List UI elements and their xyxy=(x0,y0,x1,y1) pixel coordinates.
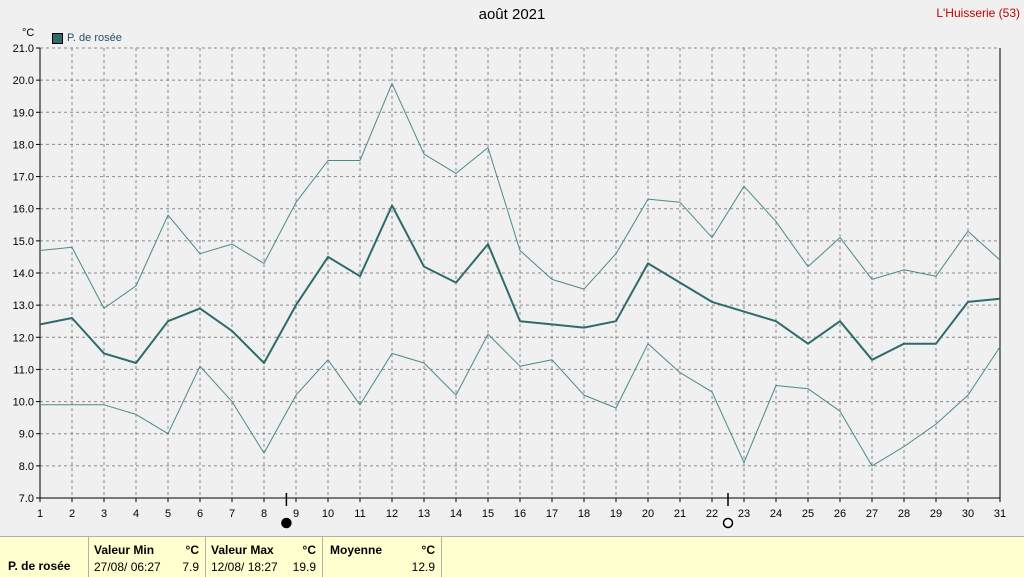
x-tick-label: 17 xyxy=(546,508,558,520)
stats-min-unit: °C xyxy=(185,543,199,557)
x-tick-label: 1 xyxy=(37,508,43,520)
x-tick-label: 3 xyxy=(101,508,107,520)
y-tick-label: 15.0 xyxy=(13,236,34,248)
y-tick-label: 7.0 xyxy=(19,493,34,505)
y-tick-label: 17.0 xyxy=(13,172,34,184)
x-tick-label: 29 xyxy=(930,508,942,520)
stats-footer: P. de rosée Valeur Min °C 27/08/ 06:27 7… xyxy=(0,536,1024,577)
y-tick-label: 19.0 xyxy=(13,107,34,119)
x-tick-label: 20 xyxy=(642,508,654,520)
stats-series-name: P. de rosée xyxy=(8,559,71,573)
series-line-max xyxy=(39,82,1001,309)
x-tick-label: 26 xyxy=(834,508,846,520)
x-tick-label: 6 xyxy=(197,508,203,520)
series-line-min xyxy=(40,333,1001,467)
y-tick-label: 12.0 xyxy=(13,332,34,344)
x-tick-label: 13 xyxy=(418,508,430,520)
x-tick-label: 31 xyxy=(994,508,1006,520)
x-tick-label: 10 xyxy=(322,508,334,520)
moon-full-icon xyxy=(722,517,734,529)
y-axis-label: °C xyxy=(22,27,34,39)
stats-avg-header: Moyenne xyxy=(330,543,383,557)
x-tick-label: 21 xyxy=(674,508,686,520)
stats-max-cell: Valeur Max °C 12/08/ 18:27 19.9 xyxy=(206,537,323,577)
legend-swatch xyxy=(52,32,63,44)
stats-max-when: 12/08/ 18:27 xyxy=(211,560,278,574)
x-tick-label: 19 xyxy=(610,508,622,520)
x-tick-label: 27 xyxy=(866,508,878,520)
x-tick-label: 23 xyxy=(738,508,750,520)
stats-avg-value: 12.9 xyxy=(411,560,435,574)
x-tick-label: 15 xyxy=(482,508,494,520)
y-tick-label: 8.0 xyxy=(19,461,34,473)
y-tick-label: 16.0 xyxy=(13,204,34,216)
stats-avg-cell: Moyenne °C 12.9 xyxy=(323,537,442,577)
stats-max-value: 19.9 xyxy=(292,560,316,574)
x-tick-label: 12 xyxy=(386,508,398,520)
chart-title: août 2021 xyxy=(478,6,546,23)
x-tick-label: 11 xyxy=(354,508,365,520)
x-tick-label: 28 xyxy=(898,508,910,520)
x-tick-label: 16 xyxy=(514,508,526,520)
x-tick-label: 24 xyxy=(770,508,782,520)
moon-new-icon xyxy=(281,517,292,529)
x-tick-label: 8 xyxy=(261,508,267,520)
y-tick-label: 14.0 xyxy=(13,268,34,280)
x-tick-label: 7 xyxy=(229,508,235,520)
stats-series-cell: P. de rosée xyxy=(0,537,89,577)
x-tick-label: 9 xyxy=(293,508,299,520)
legend: P. de rosée xyxy=(52,32,122,44)
y-tick-label: 13.0 xyxy=(13,300,34,312)
x-tick-label: 22 xyxy=(706,508,718,520)
stats-avg-unit: °C xyxy=(421,543,435,557)
stats-max-unit: °C xyxy=(302,543,316,557)
x-tick-label: 14 xyxy=(450,508,462,520)
x-tick-label: 30 xyxy=(962,508,974,520)
location-label: L'Huisserie (53) xyxy=(936,6,1020,20)
x-tick-label: 2 xyxy=(69,508,75,520)
x-tick-label: 5 xyxy=(165,508,171,520)
chart-svg: °C 7.0 8.0 9.0 10.0 11.0 12.0 13.0 14.0 15.0 16.0… xyxy=(13,27,1006,529)
stats-max-header: Valeur Max xyxy=(211,543,274,557)
series-line-mean xyxy=(39,204,1001,364)
legend-label: P. de rosée xyxy=(67,32,122,44)
y-tick-label: 11.0 xyxy=(13,364,34,376)
stats-min-when: 27/08/ 06:27 xyxy=(94,560,161,574)
y-tick-label: 18.0 xyxy=(13,139,34,151)
y-tick-label: 10.0 xyxy=(13,397,34,409)
x-tick-label: 18 xyxy=(578,508,590,520)
stats-min-value: 7.9 xyxy=(182,560,199,574)
x-tick-label: 4 xyxy=(133,508,139,520)
y-tick-label: 21.0 xyxy=(13,43,34,55)
stats-min-header: Valeur Min xyxy=(94,543,155,557)
stats-min-cell: Valeur Min °C 27/08/ 06:27 7.9 xyxy=(89,537,206,577)
y-tick-label: 9.0 xyxy=(19,429,34,441)
x-tick-label: 25 xyxy=(802,508,814,520)
y-tick-label: 20.0 xyxy=(13,75,34,87)
